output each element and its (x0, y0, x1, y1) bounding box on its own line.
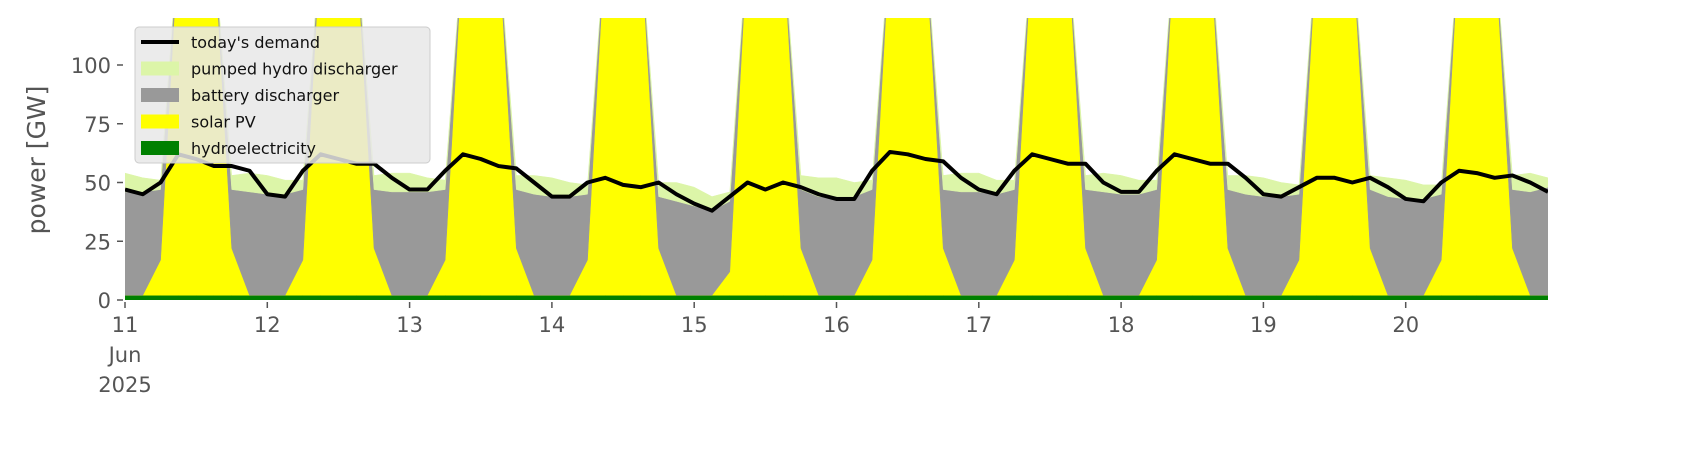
x-tick-label: 16 (823, 313, 850, 337)
y-tick-label: 50 (84, 172, 111, 196)
x-tick-label: 13 (396, 313, 423, 337)
plot-area (125, 18, 1548, 300)
x-tick-label: 17 (965, 313, 992, 337)
legend-label: today's demand (191, 33, 320, 52)
area (125, 295, 1548, 300)
legend-swatch (141, 114, 179, 129)
x-tick-label: 18 (1108, 313, 1135, 337)
y-tick-label: 75 (84, 113, 111, 137)
legend-box (134, 26, 431, 164)
y-tick-label: 100 (71, 54, 111, 78)
legend: today's demand pumped hydro discharger bat… (134, 26, 431, 164)
x-tick-label: 20 (1392, 313, 1419, 337)
line (125, 149, 1548, 213)
legend-swatch (141, 88, 179, 102)
x-tick-label: 19 (1250, 313, 1277, 337)
y-tick-label: 25 (84, 230, 111, 254)
x-tick-label: 12 (254, 313, 281, 337)
area (125, 18, 1548, 296)
x-tick-label: 15 (681, 313, 708, 337)
legend-swatch (141, 61, 179, 76)
legend-label: battery discharger (191, 86, 339, 105)
legend-swatch (141, 141, 179, 155)
x-tick-label: 11 Jun 2025 (98, 313, 151, 397)
x-tick-label: 14 (539, 313, 566, 337)
legend-label: pumped hydro discharger (191, 60, 398, 79)
legend-label: solar PV (191, 113, 256, 132)
y-axis-label: power [GW] (22, 86, 51, 235)
legend-label: hydroelectricity (191, 139, 316, 158)
y-tick-label: 0 (98, 289, 111, 313)
